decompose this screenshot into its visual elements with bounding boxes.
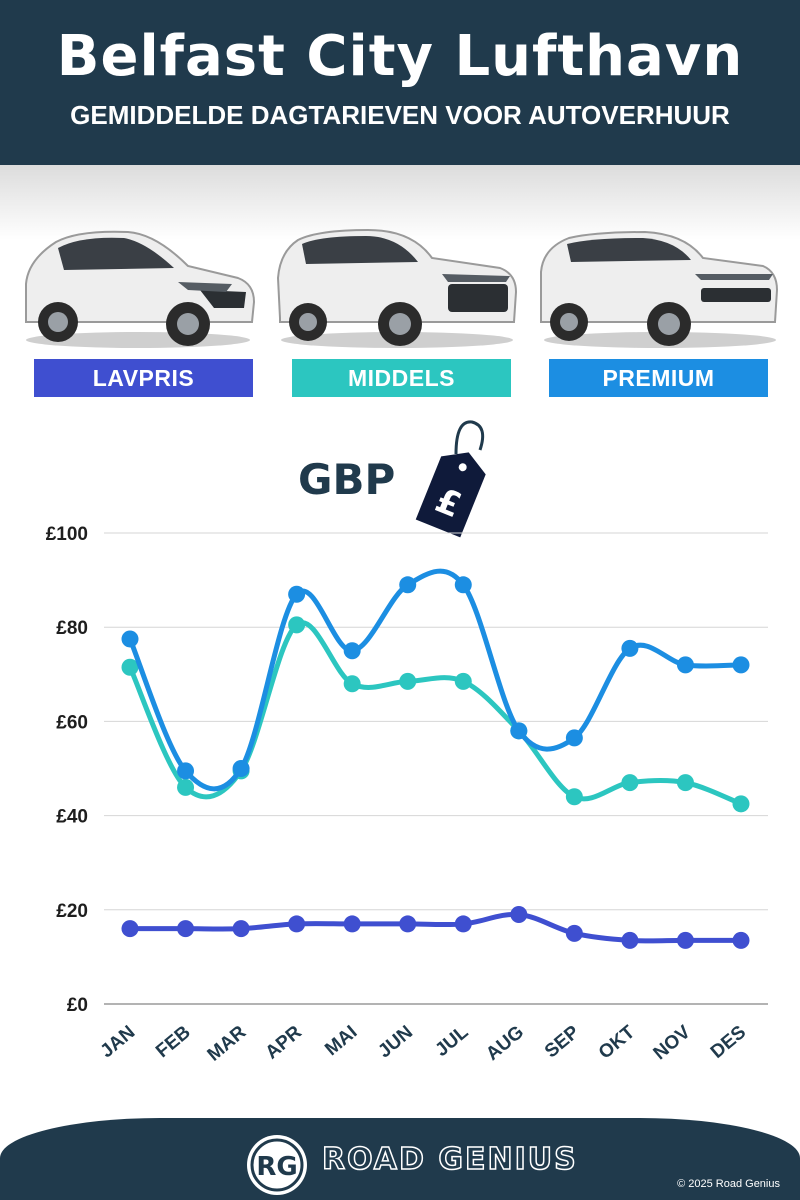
suv-car-icon [276, 228, 518, 348]
x-tick-label: MAR [204, 1022, 251, 1066]
series-line [127, 620, 744, 807]
y-tick-label: £80 [56, 618, 88, 639]
page-title: Belfast City Lufthavn [56, 24, 744, 89]
x-tick-label: APR [262, 1022, 306, 1064]
tier-label-mid: MIDDELS [292, 359, 511, 397]
data-point [454, 576, 472, 594]
y-axis-ticks: £0 £20 £40 £60 £80 £100 [46, 524, 88, 1016]
data-point [399, 576, 417, 594]
data-point [621, 931, 639, 949]
data-point [565, 729, 583, 747]
tier-label-premium: PREMIUM [549, 359, 768, 397]
x-tick-label: NOV [650, 1022, 695, 1065]
data-point [565, 788, 583, 806]
data-point [288, 616, 306, 634]
data-point [676, 931, 694, 949]
y-tick-label: £100 [46, 524, 88, 545]
hatchback-car-icon [25, 230, 256, 348]
x-tick-label: SEP [541, 1022, 584, 1063]
x-axis-ticks: JAN FEB MAR APR MAI JUN JUL AUG SEP OKT NOV DES [97, 1021, 751, 1065]
tier-label-budget: LAVPRIS [34, 359, 253, 397]
x-tick-label: JAN [97, 1022, 140, 1063]
data-point [232, 760, 250, 777]
data-point [510, 722, 528, 740]
data-point [621, 639, 639, 657]
data-point [676, 774, 694, 792]
page-subtitle: GEMIDDELDE DAGTARIEVEN VOOR AUTOVERHUUR [70, 100, 730, 130]
data-point [177, 920, 195, 938]
y-tick-label: £20 [56, 901, 88, 922]
data-point [343, 675, 361, 693]
data-point [454, 672, 472, 690]
data-point [121, 658, 139, 676]
series-lavpris [121, 906, 750, 949]
data-point [343, 915, 361, 933]
x-tick-label: FEB [152, 1022, 195, 1063]
data-point [732, 931, 750, 949]
line-chart: £0 £20 £40 £60 £80 £100 JAN FEB MAR APR MAI JUN JUL… [46, 524, 768, 1066]
data-point [454, 915, 472, 933]
data-point [732, 656, 750, 674]
data-point [177, 762, 195, 780]
series-line [127, 911, 744, 944]
x-tick-label: AUG [482, 1022, 528, 1065]
y-tick-label: £60 [56, 712, 88, 733]
data-point [621, 774, 639, 792]
series-middels [121, 616, 750, 813]
pound-price-tag-icon: £ [415, 420, 486, 538]
y-tick-label: £40 [56, 807, 88, 828]
footer-banner [0, 1118, 800, 1200]
road-genius-logo: RG [247, 1135, 307, 1195]
data-point [343, 642, 361, 660]
x-tick-label: OKT [595, 1021, 640, 1063]
header-banner: Belfast City Lufthavn GEMIDDELDE DAGTARI… [0, 0, 800, 165]
series-premium [121, 568, 750, 792]
x-tick-label: JUL [431, 1021, 472, 1060]
data-point [288, 915, 306, 933]
data-point [510, 906, 528, 924]
data-point [565, 924, 583, 942]
data-point [232, 920, 250, 938]
header-shadow [0, 165, 800, 240]
x-tick-label: MAI [321, 1022, 361, 1060]
logo-text: RG [256, 1152, 297, 1182]
luxury-suv-car-icon [540, 230, 779, 348]
y-tick-label: £0 [67, 995, 88, 1016]
series-lines [121, 568, 750, 949]
data-point [732, 795, 750, 813]
data-point [121, 630, 139, 648]
x-tick-label: DES [707, 1022, 750, 1063]
data-point [399, 915, 417, 933]
grid-lines [104, 532, 768, 1005]
brand-name: ROAD GENIUS [321, 1141, 578, 1178]
data-point [177, 778, 195, 796]
data-point [399, 672, 417, 690]
data-point [288, 585, 306, 603]
currency-label: GBP [298, 455, 396, 504]
data-point [676, 656, 694, 674]
x-tick-label: JUN [374, 1022, 417, 1063]
data-point [121, 920, 139, 938]
copyright-text: © 2025 Road Genius [677, 1178, 780, 1190]
